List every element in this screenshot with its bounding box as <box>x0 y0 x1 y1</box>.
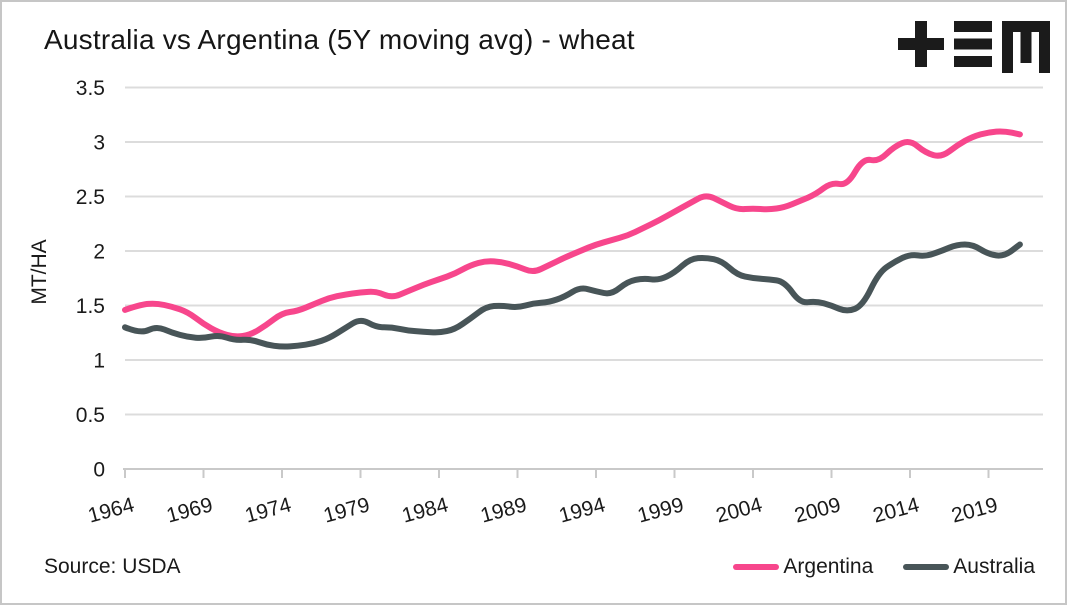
legend-item-argentina[interactable]: Argentina <box>733 555 873 579</box>
y-tick-label: 2.5 <box>76 186 105 209</box>
x-tick-label: 1974 <box>243 493 294 527</box>
logo-plus-icon <box>915 21 927 67</box>
gridlines <box>125 86 1043 416</box>
argentina-line <box>122 128 1023 340</box>
logo-m-icon <box>1039 21 1050 73</box>
chart-title: Australia vs Argentina (5Y moving avg) -… <box>44 24 635 55</box>
legend: Argentina Australia <box>733 555 1035 579</box>
y-tick-label: 2 <box>93 241 105 264</box>
logo-bars-icon <box>954 38 992 50</box>
y-tick-labels: 3.5 3 2.5 2 1.5 1 0.5 0 <box>76 77 105 482</box>
x-tick-label: 1979 <box>321 493 372 527</box>
logo-bars-icon <box>954 56 992 67</box>
x-tick-label: 1984 <box>400 493 451 527</box>
logo-bars-icon <box>954 21 992 32</box>
y-tick-label: 3 <box>93 132 105 155</box>
source-note: Source: USDA <box>44 555 181 578</box>
y-tick-label: 0 <box>93 459 105 482</box>
y-tick-label: 1 <box>93 350 105 373</box>
australia-line-swatch-icon <box>903 564 950 570</box>
argentina-line-swatch-icon <box>733 564 780 570</box>
x-tick-label: 1964 <box>86 493 137 527</box>
tem-logo <box>898 21 1050 73</box>
x-tick-label: 1994 <box>557 493 608 527</box>
legend-item-australia[interactable]: Australia <box>903 555 1035 579</box>
x-tick-label: 1999 <box>635 493 686 527</box>
logo-m-icon <box>1020 21 1032 63</box>
x-tick-label: 2009 <box>792 493 843 527</box>
x-tick-label: 2004 <box>714 493 765 527</box>
logo-m-icon <box>1002 21 1013 73</box>
y-tick-label: 0.5 <box>76 404 105 427</box>
y-axis-title: MT/HA <box>28 239 51 305</box>
x-tick-label: 1969 <box>164 493 215 527</box>
x-tick-label: 2019 <box>949 493 1000 527</box>
x-tick-label: 2014 <box>871 493 922 527</box>
x-tick-label: 1989 <box>478 493 529 527</box>
x-axis <box>123 468 1043 478</box>
y-tick-label: 3.5 <box>76 77 105 100</box>
data-series <box>122 128 1023 350</box>
legend-label: Argentina <box>783 555 874 578</box>
x-tick-labels: 1964 1969 1974 1979 1984 1989 1994 1999 2004 2009… <box>86 493 1001 527</box>
australia-line <box>122 241 1023 350</box>
y-tick-label: 1.5 <box>76 295 105 318</box>
legend-label: Australia <box>953 555 1035 578</box>
